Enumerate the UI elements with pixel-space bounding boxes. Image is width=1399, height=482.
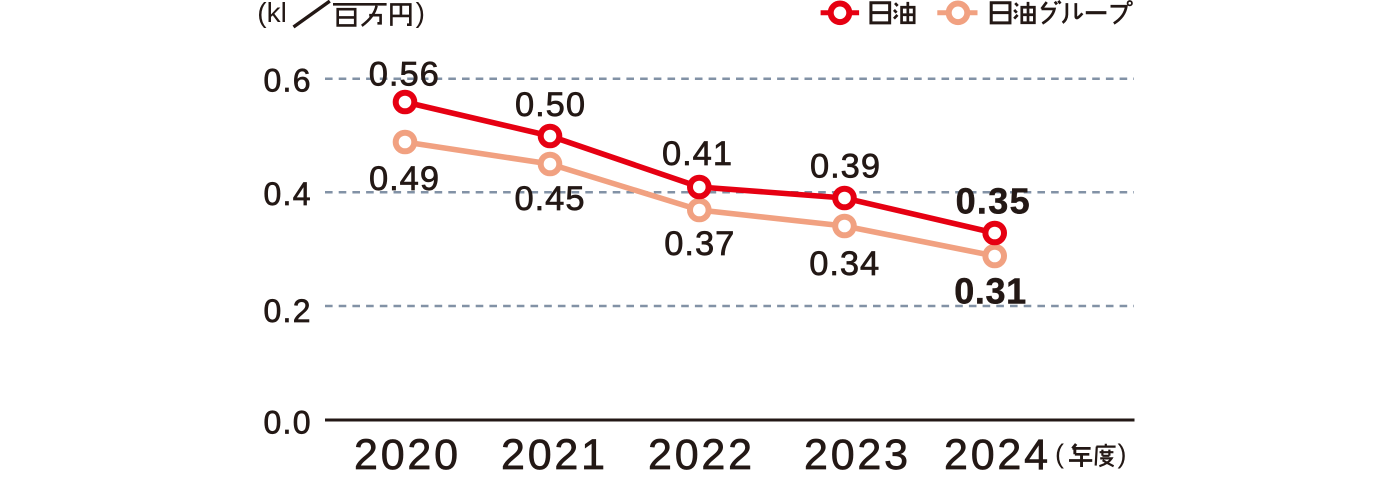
svg-text:0.2: 0.2: [264, 293, 311, 329]
svg-text:0.39: 0.39: [810, 148, 880, 186]
svg-text:0.56: 0.56: [369, 55, 439, 93]
svg-text:0.4: 0.4: [264, 176, 311, 212]
svg-text:0.6: 0.6: [264, 62, 311, 98]
svg-text:0.50: 0.50: [515, 86, 585, 124]
svg-text:): ): [416, 0, 425, 28]
svg-text:2020: 2020: [354, 431, 458, 479]
svg-text:(: (: [1055, 439, 1064, 469]
svg-text:0.34: 0.34: [809, 245, 879, 283]
svg-text:0.49: 0.49: [369, 160, 439, 198]
svg-text:0.35: 0.35: [956, 180, 1030, 221]
svg-text:0.31: 0.31: [954, 271, 1026, 312]
svg-text:(kl: (kl: [257, 0, 287, 28]
svg-text:0.37: 0.37: [664, 225, 734, 263]
svg-text:0.0: 0.0: [264, 405, 311, 441]
svg-text:2022: 2022: [648, 431, 752, 479]
svg-text:2024: 2024: [944, 431, 1048, 479]
svg-text:2023: 2023: [804, 431, 908, 479]
svg-text:0.45: 0.45: [515, 180, 585, 218]
svg-text:0.41: 0.41: [662, 135, 732, 173]
svg-text:): ): [1118, 439, 1127, 469]
svg-text:2021: 2021: [501, 431, 605, 479]
